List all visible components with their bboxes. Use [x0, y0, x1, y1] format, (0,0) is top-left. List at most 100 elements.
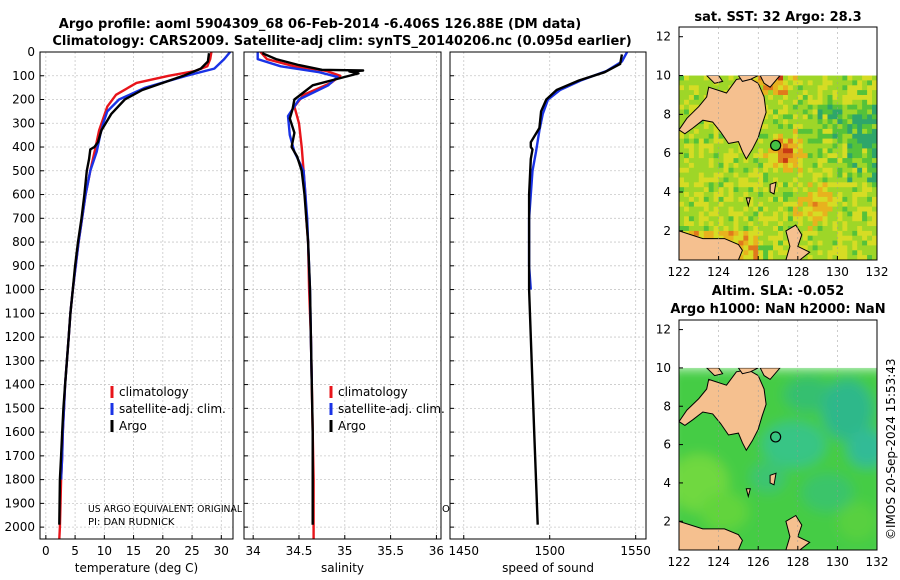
sst-map-cell	[758, 162, 764, 169]
sst-map-cell	[778, 182, 784, 188]
sst-map-cell	[693, 85, 700, 91]
sst-map-cell	[778, 148, 784, 154]
sst-map-cell	[807, 124, 814, 130]
sst-map-cell	[842, 177, 848, 183]
sst-map-cell	[817, 80, 824, 86]
sst-map-cell	[812, 143, 819, 149]
sst-map-cell	[872, 235, 877, 242]
sst-map-cell	[763, 240, 769, 246]
sst-map-cell	[778, 99, 784, 106]
sst-map-cell	[773, 255, 779, 260]
sst-map-cell	[817, 230, 824, 237]
sst-map-cell	[778, 119, 784, 125]
sst-map-cell	[713, 177, 720, 183]
sst-map-cell	[872, 172, 877, 178]
sst-map-cell	[857, 211, 863, 217]
sst-map-cell	[738, 153, 744, 159]
sst-map-cell	[862, 119, 868, 125]
sst-map-cell	[802, 196, 809, 203]
sst-map-cell	[822, 85, 828, 91]
sst-map-cell	[718, 167, 725, 174]
sst-map-cell	[787, 148, 794, 154]
sst-map-cell	[807, 128, 814, 135]
sst-map-cell	[817, 124, 824, 130]
sal-frame	[243, 51, 442, 540]
sst-map-cell	[852, 211, 858, 217]
sst-map-cell	[753, 206, 759, 212]
sst-map-cell	[812, 153, 819, 159]
sst-map-cell	[723, 235, 729, 242]
sst-map-ytick-label: 6	[663, 146, 671, 160]
sst-map-cell	[718, 201, 725, 208]
sst-map-cell	[837, 75, 843, 81]
sst-map-cell	[812, 138, 819, 144]
sst-map-cell	[684, 221, 690, 227]
note-fragment: O	[442, 504, 450, 515]
sla-map-ytick-label: 4	[663, 476, 671, 490]
sla-map-ytick-label: 6	[663, 438, 671, 452]
sst-map-cell	[773, 162, 779, 169]
sst-map-cell	[807, 245, 814, 251]
sst-map-cell	[817, 250, 824, 256]
sst-map-cell	[773, 80, 779, 86]
sst-map-cell	[778, 158, 784, 164]
sst-map-cell	[857, 221, 863, 227]
sst-map-cell	[857, 133, 863, 140]
sst-map-cell	[827, 143, 833, 149]
sst-map-cell	[698, 182, 705, 188]
sst-map-cell	[713, 221, 720, 227]
sst-map-frame	[678, 26, 878, 261]
sst-map-cell	[852, 143, 858, 149]
sst-map-cell	[797, 158, 804, 164]
sst-map-cell	[703, 133, 710, 140]
sst-map-cell	[773, 158, 779, 164]
sst-map-cell	[812, 124, 819, 130]
sst-map-cell	[703, 90, 710, 96]
sst-map-cell	[773, 206, 779, 212]
sst-map-cell	[783, 119, 789, 125]
sst-map-cell	[842, 211, 848, 217]
sst-map-cell	[822, 172, 828, 178]
sst-map-cell	[738, 177, 744, 183]
sst-map-cell	[688, 85, 695, 91]
temp-xlabel: temperature (deg C)	[75, 561, 198, 575]
sst-map-land	[679, 230, 743, 260]
sal-series-argo	[261, 52, 365, 525]
sst-map-cell	[802, 133, 809, 140]
sst-map-cell	[743, 172, 749, 178]
sst-map-cell	[708, 201, 715, 208]
sal-xtick-label: 34.5	[286, 544, 313, 558]
sst-map-cell	[817, 114, 824, 120]
sst-map-cell	[733, 235, 739, 242]
sst-map-cell	[852, 80, 858, 86]
sst-map-cell	[698, 148, 705, 154]
sst-map-cell	[802, 187, 809, 193]
sst-map-cell	[847, 206, 853, 212]
temp-plot-area	[40, 52, 233, 539]
sst-map-cell	[812, 201, 819, 208]
sst-map-cell	[832, 206, 838, 212]
sst-map-cell	[827, 138, 833, 144]
sst-map-cell	[688, 90, 695, 96]
sst-map-cell	[822, 182, 828, 188]
sst-map-cell	[758, 167, 764, 174]
sst-map-cell	[867, 172, 873, 178]
sst-map-cell	[832, 226, 838, 232]
sst-map-cell	[778, 114, 784, 120]
sst-map-cell	[827, 255, 833, 260]
sst-map-cell	[758, 177, 764, 183]
sst-map-cell	[698, 172, 705, 178]
sst-map-cell	[792, 133, 799, 140]
sst-map-cell	[872, 182, 877, 188]
sst-map-cell	[718, 211, 725, 217]
sst-map-cell	[728, 162, 734, 169]
sst-map-cell	[812, 226, 819, 232]
sst-map-cell	[792, 80, 799, 86]
sst-map-cell	[753, 230, 759, 237]
sla-map-ytick-label: 2	[663, 514, 671, 528]
temperature-panel: 0 5 10 15 20 25 300100200300400500600700800900…	[4, 45, 234, 575]
sst-map-cell	[768, 109, 774, 115]
sst-map-cell	[857, 119, 863, 125]
sst-map-cell	[679, 114, 685, 120]
sst-map-cell	[723, 182, 729, 188]
